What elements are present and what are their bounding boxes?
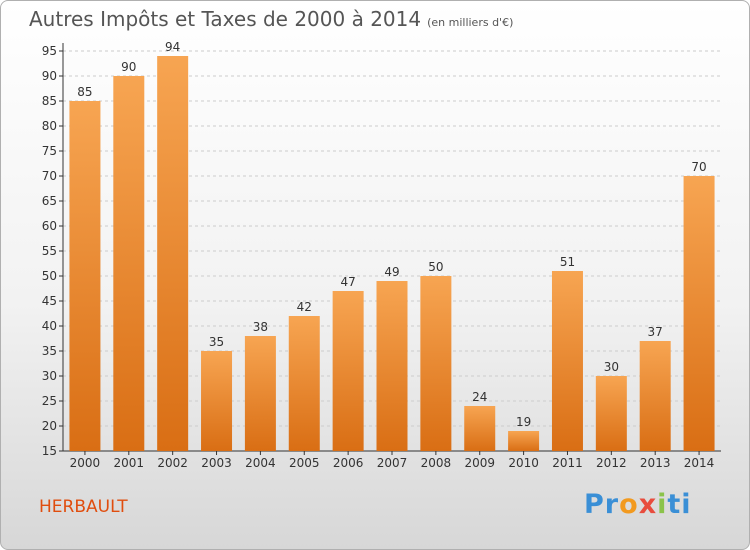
y-tick-label: 95 [42,44,57,58]
y-tick-label: 30 [42,369,57,383]
x-tick-label: 2008 [421,456,452,470]
data-label: 38 [253,320,268,334]
y-tick-label: 65 [42,194,57,208]
x-tick-label: 2013 [640,456,671,470]
bar [464,406,496,451]
bar [288,316,320,451]
x-tick-label: 2000 [70,456,101,470]
data-label: 47 [340,275,355,289]
y-tick-label: 75 [42,144,57,158]
logo-letter: o [619,489,639,520]
bar [420,276,452,451]
y-tick-label: 90 [42,69,57,83]
bar [201,351,233,451]
bar [639,341,671,451]
proxiti-logo: Proxiti [584,489,692,520]
chart-title-text: Autres Impôts et Taxes de 2000 à 2014 [29,7,422,31]
bar [113,76,145,451]
logo-letter: i [657,489,668,520]
logo-letter: x [638,489,658,520]
data-label: 51 [560,255,575,269]
x-tick-label: 2010 [508,456,539,470]
y-tick-label: 40 [42,319,57,333]
chart-unit: (en milliers d'€) [427,16,514,29]
data-label: 30 [604,360,619,374]
data-label: 70 [691,160,706,174]
data-label: 42 [297,300,312,314]
bar [551,271,583,451]
x-tick-label: 2006 [333,456,364,470]
x-tick-label: 2009 [464,456,495,470]
bar [244,336,276,451]
y-tick-label: 35 [42,344,57,358]
x-tick-label: 2014 [684,456,715,470]
logo-letter: r [604,489,620,520]
data-label: 85 [77,85,92,99]
y-tick-label: 55 [42,244,57,258]
logo-letter: P [584,489,605,520]
data-label: 24 [472,390,487,404]
bar [595,376,627,451]
data-label: 19 [516,415,531,429]
x-tick-label: 2007 [377,456,408,470]
x-tick-label: 2001 [114,456,145,470]
bar [683,176,715,451]
x-tick-label: 2005 [289,456,320,470]
data-label: 49 [384,265,399,279]
bar [157,56,189,451]
y-tick-label: 15 [42,444,57,458]
y-tick-label: 60 [42,219,57,233]
bar [332,291,364,451]
x-tick-label: 2012 [596,456,627,470]
y-tick-label: 70 [42,169,57,183]
chart-title: Autres Impôts et Taxes de 2000 à 2014 (en… [29,7,513,31]
data-label: 35 [209,335,224,349]
y-tick-label: 50 [42,269,57,283]
place-name: HERBAULT [39,497,128,517]
y-tick-label: 25 [42,394,57,408]
x-tick-label: 2004 [245,456,276,470]
logo-letter: t [667,489,682,520]
y-tick-label: 85 [42,94,57,108]
bar [376,281,408,451]
data-label: 90 [121,60,136,74]
data-label: 94 [165,40,180,54]
y-tick-label: 20 [42,419,57,433]
bar [69,101,101,451]
x-tick-label: 2003 [201,456,232,470]
data-label: 50 [428,260,443,274]
x-tick-label: 2011 [552,456,583,470]
y-tick-label: 45 [42,294,57,308]
y-tick-label: 80 [42,119,57,133]
x-tick-label: 2002 [157,456,188,470]
logo-letter: i [681,489,692,520]
bar [508,431,540,451]
data-label: 37 [648,325,663,339]
